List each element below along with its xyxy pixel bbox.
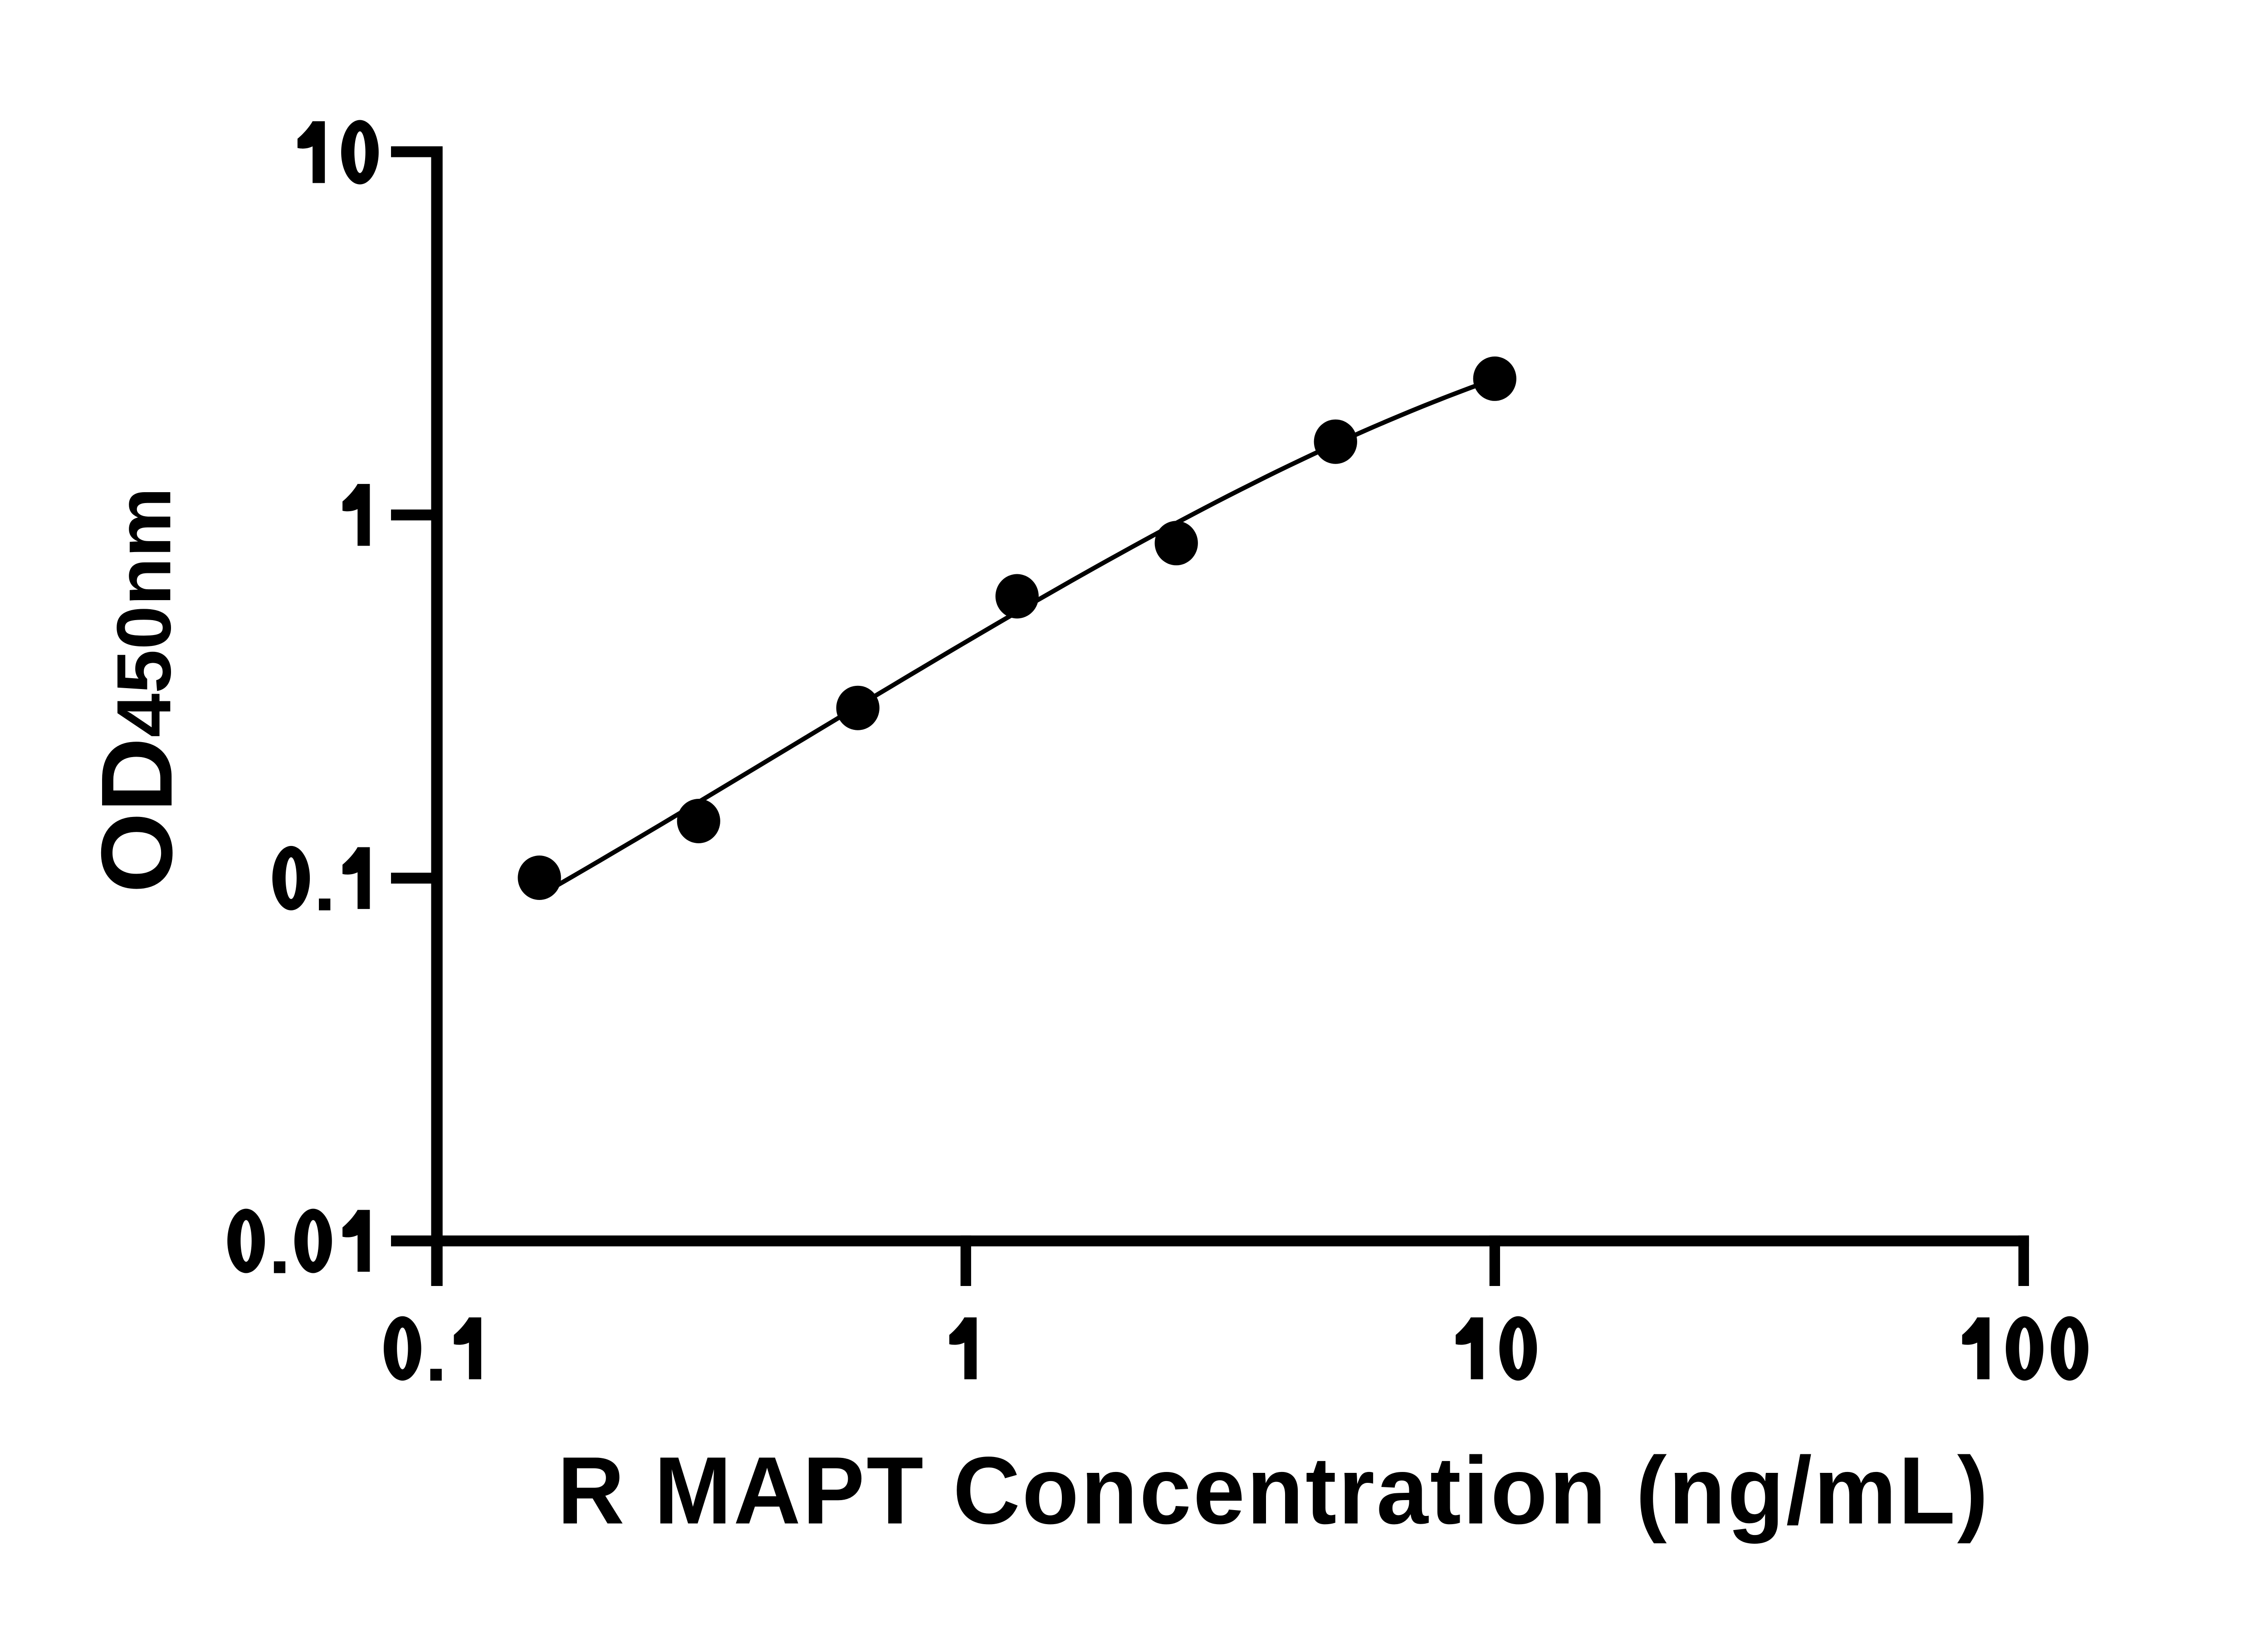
- svg-text:R MAPT Concentration (ng/mL): R MAPT Concentration (ng/mL): [557, 1437, 1988, 1544]
- svg-text:OD450nm: OD450nm: [80, 487, 193, 893]
